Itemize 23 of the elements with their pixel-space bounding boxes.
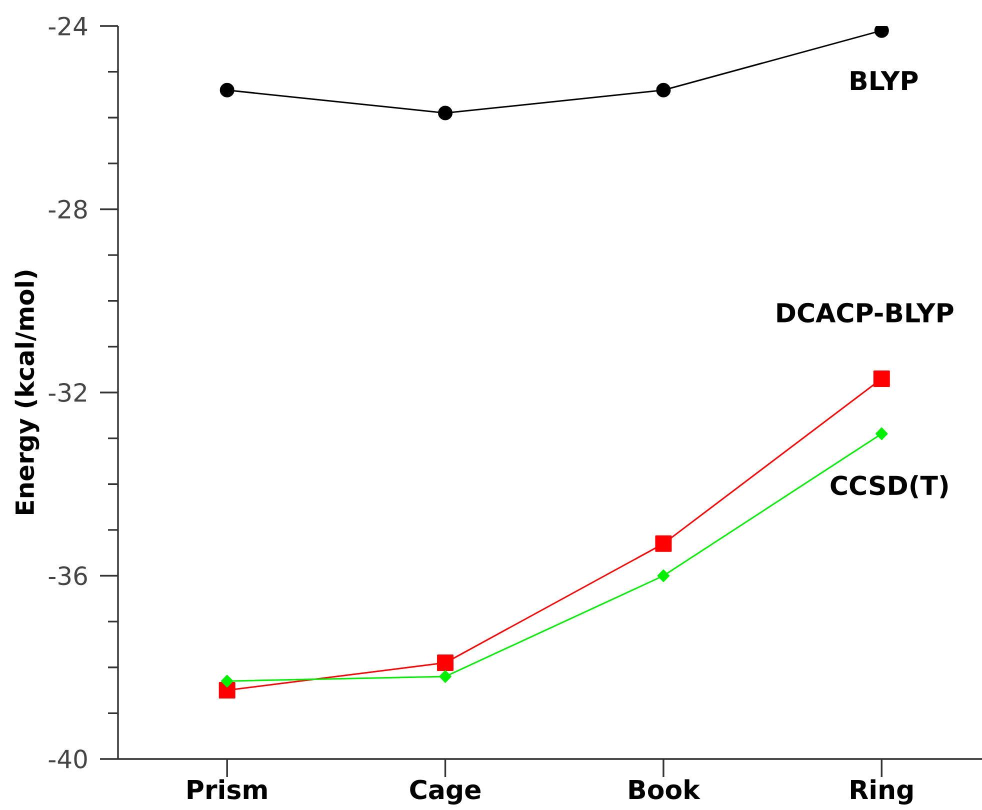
x-tick-label: Prism <box>188 779 267 800</box>
point <box>220 82 234 98</box>
y-axis-title: Energy (kcal/mol) <box>14 270 40 514</box>
x-tick-label: Cage <box>410 780 480 805</box>
y-tick-label: -28 <box>48 200 87 219</box>
point <box>656 82 671 98</box>
series-label: CCSD(T) <box>830 475 948 498</box>
point <box>439 670 452 683</box>
point <box>437 654 454 672</box>
x-tick-label: Ring <box>851 779 912 805</box>
y-tick-label: -24 <box>48 16 88 36</box>
x-tick-label: Book <box>629 779 700 800</box>
y-tick-label: -32 <box>48 383 86 402</box>
y-tick-label: -40 <box>48 750 87 768</box>
point <box>220 674 234 688</box>
text: DCACP-BLYP <box>777 302 954 323</box>
point <box>873 370 890 388</box>
point <box>655 535 672 552</box>
point <box>876 427 888 440</box>
series-label: BLYP <box>850 71 918 90</box>
point <box>657 569 670 582</box>
point <box>438 106 453 120</box>
y-tick-label: -36 <box>48 566 87 586</box>
